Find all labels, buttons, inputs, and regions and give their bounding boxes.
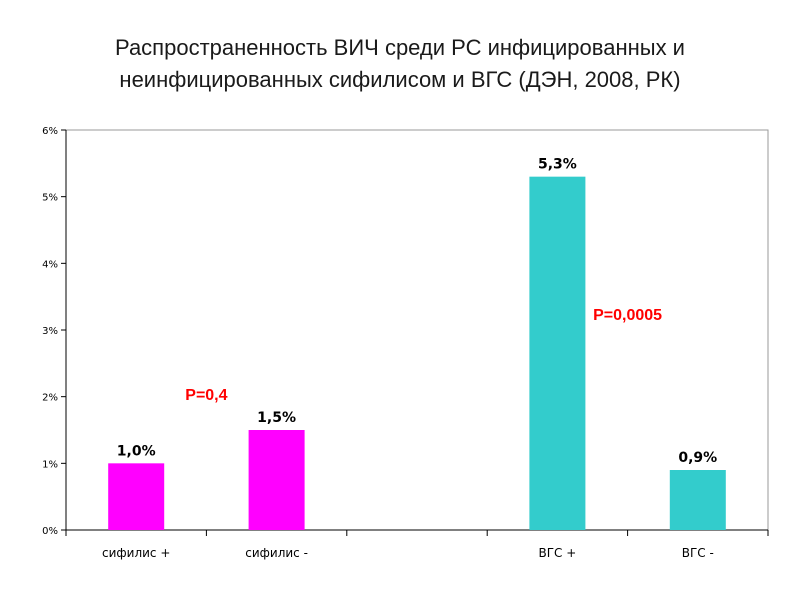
y-tick-label: 4% bbox=[42, 259, 58, 270]
chart-title: Распространенность ВИЧ среди РС инфициро… bbox=[0, 32, 800, 96]
y-tick-label: 0% bbox=[42, 526, 58, 537]
bar bbox=[248, 430, 305, 530]
y-tick-label: 1% bbox=[42, 459, 58, 470]
p-value-annotation: P=0,4 bbox=[185, 387, 227, 404]
chart-title-line-2: неинфицированных сифилисом и ВГС (ДЭН, 2… bbox=[119, 67, 681, 92]
data-label: 1,0% bbox=[117, 443, 156, 459]
y-tick-label: 6% bbox=[42, 126, 58, 137]
bars bbox=[108, 176, 726, 530]
data-label: 5,3% bbox=[538, 157, 577, 173]
y-axis-ticks: 0% 1% 2% 3% 4% 5% 6% bbox=[42, 126, 66, 537]
bar bbox=[108, 463, 165, 530]
x-tick-label: ВГС + bbox=[538, 546, 576, 560]
y-tick-label: 5% bbox=[42, 193, 58, 204]
y-tick-label: 2% bbox=[42, 393, 58, 404]
y-tick-label: 3% bbox=[42, 326, 58, 337]
data-label: 0,9% bbox=[678, 450, 717, 466]
annotations: P=0,4 P=0,0005 bbox=[185, 307, 662, 404]
bar bbox=[669, 470, 726, 530]
data-labels: 1,0% 1,5% 5,3% 0,9% bbox=[117, 157, 717, 466]
x-tick-label: сифилис - bbox=[245, 546, 308, 560]
x-tick-label: ВГС - bbox=[682, 546, 714, 560]
bar bbox=[529, 176, 586, 530]
x-tick-label: сифилис + bbox=[102, 546, 170, 560]
plot-area-frame bbox=[65, 129, 769, 531]
p-value-annotation: P=0,0005 bbox=[593, 307, 662, 324]
data-label: 1,5% bbox=[257, 410, 296, 426]
x-axis-categories: сифилис + сифилис - ВГС + ВГС - bbox=[65, 530, 769, 560]
chart-title-line-1: Распространенность ВИЧ среди РС инфициро… bbox=[115, 35, 685, 60]
